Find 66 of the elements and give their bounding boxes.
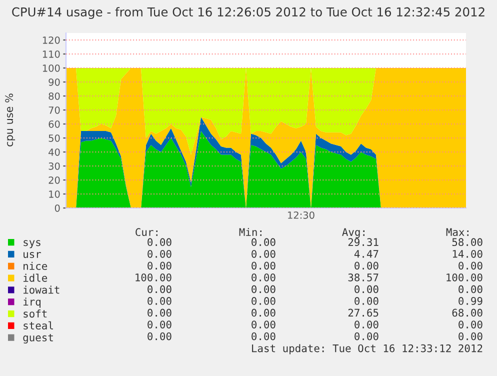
legend-label: nice [24,262,48,270]
text: 0.00 [148,320,172,328]
text: Cur: [136,228,158,236]
text: 12:30 [288,211,314,219]
text: 0.00 [252,297,276,305]
text: Avg: [342,228,364,238]
text: 38.57 [348,273,378,282]
text: 0.00 [148,238,172,246]
y-tick-label: 10 [49,190,60,198]
text: 0.00 [148,332,172,340]
text: 0.99 [458,297,482,305]
y-tick-label: 30 [48,162,60,170]
legend-label: irq [23,298,40,308]
legend-label: steal [24,321,53,330]
text: 0.00 [148,262,172,270]
y-tick-label: 90 [48,78,60,86]
y-tick-label: 70 [48,106,60,114]
text: 0.00 [252,238,276,246]
text: 0.00 [458,285,482,294]
text: 4.47 [354,250,378,258]
y-tick-label: 80 [48,92,60,100]
text: 0.00 [354,285,378,294]
text: 0.00 [458,332,482,340]
text: 0.00 [252,285,276,294]
text: 100.00 [446,273,482,282]
chart-title: CPU#14 usage - from Tue Oct 16 12:26:05 2012 to Tue Oct 16 12:32:45 2012 [12,7,484,19]
legend-label: usr [24,252,41,258]
y-tick-label: 60 [48,120,60,128]
text: 0.00 [148,250,172,258]
text: 0.00 [252,308,276,317]
text: 100.00 [136,273,172,282]
text: 14.00 [452,250,482,258]
legend-label: soft [24,310,47,318]
y-tick-label: 0 [54,204,60,212]
text: Last update: Tue Oct 16 12:33:12 2012 [252,344,482,354]
text: 0.00 [252,273,276,282]
y-tick-label: 120 [42,36,60,44]
y-tick-label: 50 [48,134,60,142]
text: 0.00 [252,262,276,270]
legend-label: iowait [23,286,60,294]
text: 0.00 [148,285,172,294]
text: Max: [446,228,468,236]
legend-label: guest [23,334,53,344]
text: 0.00 [252,250,276,258]
text: 0.00 [354,332,378,340]
y-axis-title: cpu use % [5,94,16,146]
text: 0.00 [354,320,378,328]
legend-label: idle [23,274,48,282]
text: 0.00 [252,332,276,340]
text: 68.00 [452,308,482,317]
text: 0.00 [148,308,172,317]
text: 27.65 [348,308,378,317]
text: 0.00 [458,262,482,270]
text: 0.00 [458,320,482,328]
legend-label: sys [24,240,40,248]
text: 29.31 [348,238,378,246]
text: 0.00 [252,320,276,328]
text: Min: [239,228,262,236]
y-tick-label: 100 [42,64,60,72]
y-tick-label: 40 [48,148,60,156]
y-tick-label: 110 [42,50,60,58]
text: 0.00 [354,262,378,270]
text: 0.00 [148,297,172,305]
text: 0.00 [354,297,378,305]
y-tick-label: 20 [48,176,60,184]
text: 58.00 [452,238,482,246]
